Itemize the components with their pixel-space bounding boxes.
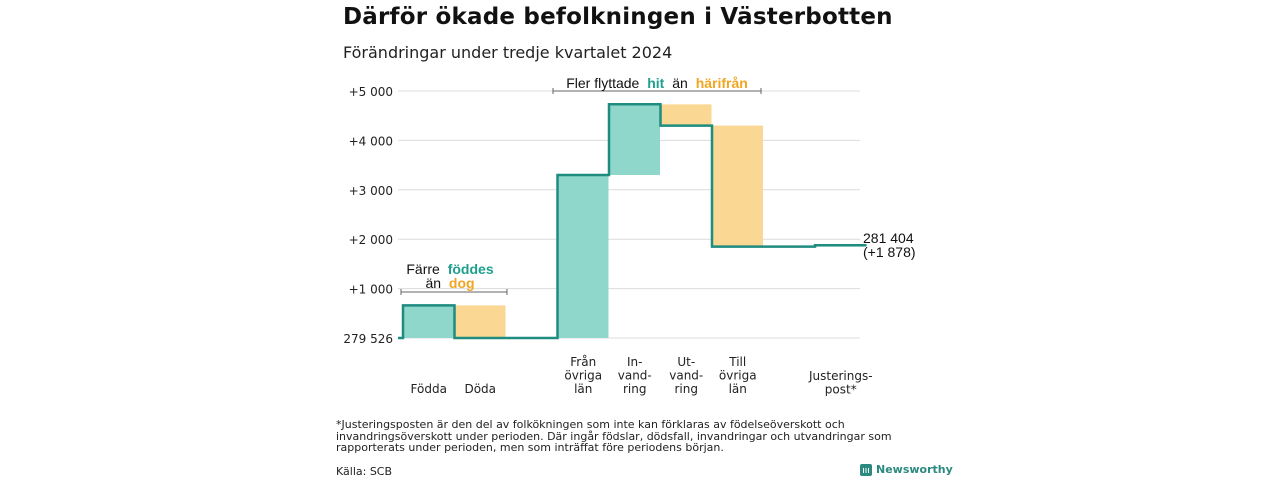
chart-title: Därför ökade befolkningen i Västerbotten	[343, 4, 893, 30]
x-tick-label-line: övriga	[719, 369, 757, 383]
x-tick-label-line: In-	[627, 355, 642, 369]
x-tick-label: In-vand-ring	[618, 355, 652, 396]
births-annotation-highlight: föddes	[448, 261, 494, 277]
x-tick-label-line: Justerings-	[808, 369, 873, 383]
y-tick-label: +5 000	[349, 85, 393, 99]
x-tick-label-line: Ut-	[677, 355, 695, 369]
x-tick-label: Ut-vand-ring	[669, 355, 703, 396]
brand-logo: Newsworthy	[860, 463, 953, 476]
svg-text:Fler flyttade hit: Fler flyttade hit än härifrån	[566, 75, 748, 91]
migration-annotation-highlight-2: härifrån	[696, 75, 748, 91]
base-value-label: 279 526	[343, 332, 393, 346]
x-tick-label-line: vand-	[669, 369, 703, 383]
migration-annotation-highlight-1: hit	[647, 75, 664, 91]
x-tick-label-line: Till	[728, 355, 746, 369]
bar	[558, 174, 609, 338]
y-axis-labels: +1 000 +2 000 +3 000 +4 000 +5 000 279 526	[343, 85, 393, 346]
migration-annotation-text: Fler flyttade	[566, 75, 639, 91]
svg-text:än dog: än dog	[425, 275, 474, 291]
bar	[712, 125, 763, 247]
bar	[403, 305, 454, 338]
chart-subtitle: Förändringar under tredje kvartalet 2024	[343, 43, 673, 62]
step-line-path	[398, 103, 867, 340]
births-annotation-text: Färre	[406, 261, 440, 277]
migration-annotation: Fler flyttade hit än härifrån	[552, 75, 762, 94]
footnote: *Justeringsposten är den del av folkökni…	[336, 418, 892, 454]
x-tick-label-line: ring	[675, 382, 699, 396]
births-annotation-text-2: än	[425, 275, 441, 291]
x-tick-label-line: Döda	[464, 382, 496, 396]
step-line	[398, 103, 867, 340]
births-annotation: Färre föddes än dog	[400, 261, 508, 295]
x-tick-label: Till övriga län	[719, 355, 757, 396]
x-tick-label-line: vand-	[618, 369, 652, 383]
newsworthy-icon	[860, 463, 872, 476]
x-tick-label-line: län	[574, 382, 592, 396]
bar	[609, 104, 660, 175]
x-tick-label-line: län	[729, 382, 747, 396]
x-tick-label-line: övriga	[564, 369, 602, 383]
svg-text:Färre föddes: Färre föddes	[406, 261, 493, 277]
x-tick-label-line: Födda	[411, 382, 447, 396]
x-tick-label-line: ring	[623, 382, 647, 396]
births-annotation-highlight-2: dog	[449, 275, 475, 291]
x-tick-label: Från övriga län	[564, 355, 602, 396]
end-change-label: (+1 878)	[863, 244, 916, 260]
x-tick-label: Födda	[411, 382, 447, 396]
bars	[403, 104, 866, 338]
x-tick-label: Döda	[464, 382, 496, 396]
x-tick-label: Justerings-post*	[808, 369, 873, 397]
y-tick-label: +4 000	[349, 134, 393, 148]
x-tick-label-line: post*	[825, 383, 857, 397]
y-tick-label: +3 000	[349, 184, 393, 198]
migration-annotation-text-2: än	[672, 75, 688, 91]
x-tick-label-line: Från	[570, 355, 596, 369]
brand-name: Newsworthy	[876, 463, 953, 476]
y-tick-label: +2 000	[349, 233, 393, 247]
source-note: Källa: SCB	[336, 465, 393, 478]
y-tick-label: +1 000	[349, 283, 393, 297]
end-value-label: 281 404	[863, 230, 914, 246]
bar	[455, 305, 506, 338]
bar	[661, 104, 712, 126]
